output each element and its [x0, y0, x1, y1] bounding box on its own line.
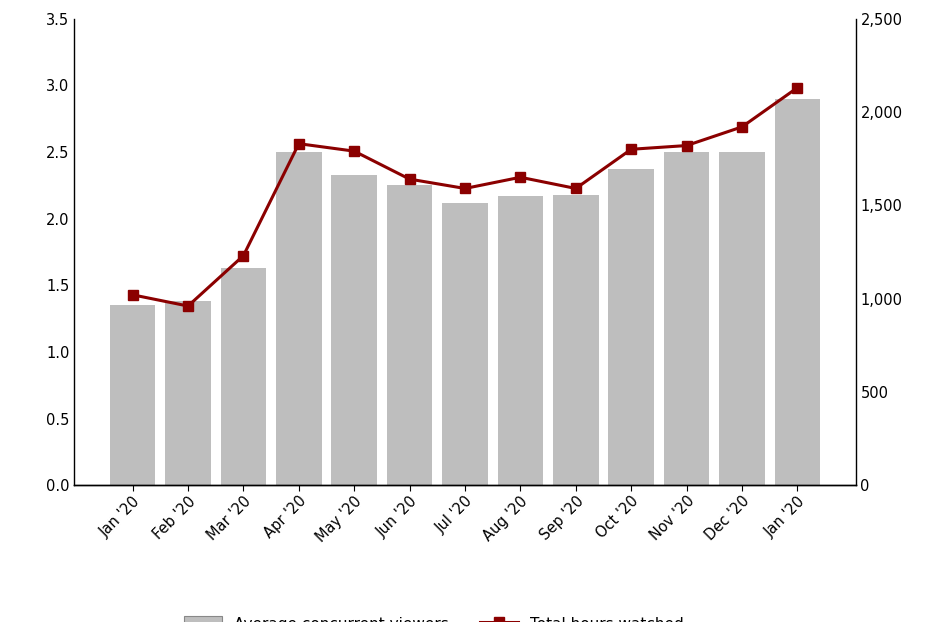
- Total hours watched: [515, 174, 526, 181]
- Total hours watched: [127, 291, 139, 299]
- Total hours watched: [570, 185, 581, 192]
- Total hours watched: [404, 175, 415, 183]
- Bar: [719, 152, 764, 485]
- Total hours watched: [626, 146, 637, 153]
- Bar: [664, 152, 710, 485]
- Total hours watched: [238, 252, 249, 259]
- Bar: [498, 196, 543, 485]
- Bar: [331, 175, 377, 485]
- Bar: [166, 301, 211, 485]
- Legend: Average concurrent viewers, Total hours watched: Average concurrent viewers, Total hours …: [178, 610, 690, 622]
- Bar: [775, 99, 820, 485]
- Bar: [608, 169, 654, 485]
- Total hours watched: [182, 302, 193, 310]
- Bar: [443, 203, 487, 485]
- Bar: [387, 185, 432, 485]
- Total hours watched: [293, 140, 304, 147]
- Bar: [553, 195, 599, 485]
- Total hours watched: [349, 147, 360, 155]
- Bar: [276, 152, 322, 485]
- Bar: [220, 268, 266, 485]
- Bar: [110, 305, 155, 485]
- Total hours watched: [459, 185, 471, 192]
- Total hours watched: [737, 123, 748, 131]
- Line: Total hours watched: Total hours watched: [128, 83, 802, 310]
- Total hours watched: [791, 84, 803, 91]
- Total hours watched: [681, 142, 692, 149]
